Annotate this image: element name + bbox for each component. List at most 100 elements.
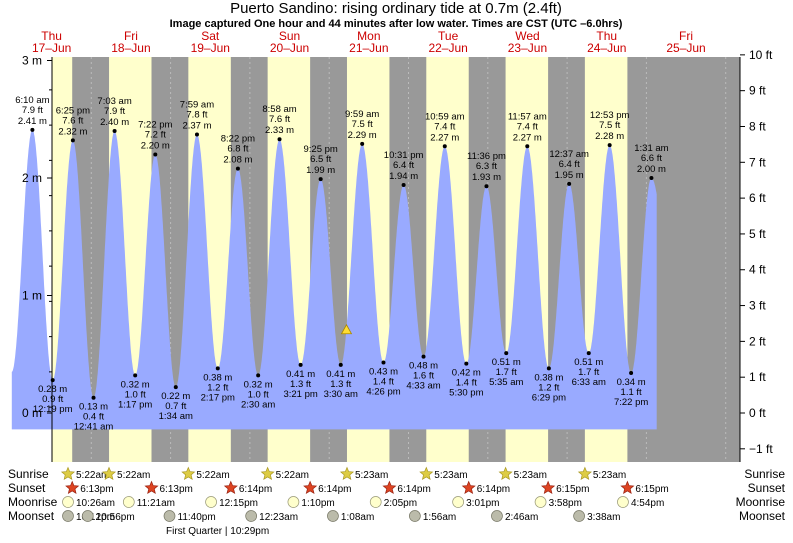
low-tide-feet: 1.7 ft	[496, 367, 517, 378]
moonrise-moon-icon	[287, 496, 300, 508]
low-tide-meters: 0.38 m	[203, 372, 232, 383]
day-of-week: Tue	[438, 29, 459, 43]
low-tide-meters: 0.48 m	[409, 361, 438, 372]
low-tide-time: 1:34 am	[159, 411, 193, 422]
left-axis-label: 3 m	[22, 54, 42, 68]
sunrise-time: 5:22am	[76, 470, 109, 481]
moonset-moon-icon	[573, 510, 585, 522]
high-tide-feet: 7.6 ft	[269, 114, 290, 125]
high-tide-meters: 2.41 m	[18, 116, 47, 127]
high-tide-feet: 7.9 ft	[104, 106, 125, 117]
moonrise-moon-icon	[452, 496, 464, 508]
sunset-icon	[541, 480, 556, 495]
low-tide-point	[464, 361, 469, 366]
low-tide-time: 3:21 pm	[283, 389, 317, 400]
high-tide-point	[649, 176, 654, 180]
low-tide-point	[586, 351, 591, 356]
moonrise-row-label-right: Moonrise	[736, 495, 786, 509]
low-tide-meters: 0.42 m	[452, 368, 481, 379]
day-date: 22–Jun	[428, 41, 467, 55]
low-tide-feet: 1.6 ft	[413, 371, 434, 382]
right-axis-label: 6 ft	[749, 191, 766, 205]
right-axis-label: 0 ft	[749, 406, 766, 420]
low-tide-feet: 1.3 ft	[330, 379, 351, 390]
low-tide-point	[215, 366, 220, 371]
moonrise-time: 12:15pm	[219, 498, 258, 509]
moonrise-row-label-left: Moonrise	[8, 495, 58, 509]
day-date: 23–Jun	[508, 41, 547, 55]
sunrise-icon	[498, 466, 513, 481]
moonrise-moon-icon	[62, 496, 74, 508]
moonrise-moon-icon	[617, 496, 629, 508]
sunrise-time: 5:23am	[355, 470, 388, 481]
high-tide-meters: 2.00 m	[637, 164, 666, 175]
moonrise-moon-icon	[534, 496, 547, 508]
moonrise-time: 2:05pm	[384, 498, 417, 509]
low-tide-meters: 0.51 m	[574, 357, 603, 368]
high-tide-point	[567, 181, 572, 186]
high-tide-time: 12:37 am	[549, 149, 589, 160]
day-of-week: Sat	[201, 29, 220, 43]
moonset-time: 10:12pm	[76, 512, 115, 523]
day-date: 19–Jun	[191, 41, 230, 55]
low-tide-point	[91, 395, 96, 400]
moonset-time: 2:46am	[505, 512, 538, 523]
sunrise-icon	[339, 466, 355, 481]
high-tide-time: 12:53 pm	[590, 110, 630, 121]
tide-curve	[11, 129, 657, 430]
low-tide-time: 5:30 pm	[449, 388, 483, 399]
high-tide-point	[277, 137, 282, 142]
low-tide-time: 5:35 am	[489, 377, 523, 388]
sunrise-time: 5:22am	[117, 470, 150, 481]
moonset-time: 1:56am	[423, 512, 456, 523]
high-tide-time: 8:22 pm	[221, 134, 255, 145]
high-tide-feet: 7.5 ft	[599, 120, 620, 131]
high-tide-feet: 6.4 ft	[559, 159, 580, 170]
high-tide-time: 1:31 am	[634, 143, 668, 154]
high-tide-point	[30, 127, 35, 132]
low-tide-meters: 0.41 m	[326, 369, 355, 380]
left-axis-label: 2 m	[22, 171, 42, 185]
sunset-icon	[144, 480, 159, 495]
high-tide-meters: 2.32 m	[58, 126, 87, 137]
sunset-time: 6:13pm	[80, 484, 113, 495]
low-tide-point	[504, 351, 509, 356]
high-tide-meters: 1.99 m	[306, 165, 335, 176]
high-tide-point	[70, 138, 75, 143]
low-tide-meters: 0.32 m	[121, 379, 150, 390]
moonset-time: 12:23am	[259, 512, 298, 523]
low-tide-meters: 0.38 m	[534, 372, 563, 383]
low-tide-feet: 1.2 ft	[538, 382, 559, 393]
low-tide-feet: 1.3 ft	[290, 379, 311, 390]
sun-moon-rows: Sunrise Sunrise 5:22am 5:22am 5:22am 5:22am 5:…	[8, 466, 786, 537]
moonset-moon-icon	[62, 510, 74, 522]
sunset-time: 6:14pm	[239, 484, 272, 495]
low-tide-feet: 1.2 ft	[207, 382, 228, 393]
sunset-icon	[65, 480, 80, 495]
left-axis-label: 1 m	[22, 289, 42, 303]
low-tide-feet: 0.4 ft	[83, 412, 104, 423]
day-date: 25–Jun	[666, 41, 705, 55]
high-tide-time: 8:58 am	[262, 104, 296, 115]
high-tide-meters: 1.93 m	[472, 172, 501, 183]
high-tide-time: 7:59 am	[180, 100, 214, 111]
moonset-moon-icon	[81, 510, 94, 522]
high-tide-feet: 6.4 ft	[393, 160, 414, 171]
low-tide-time: 4:33 am	[406, 381, 440, 392]
high-tide-meters: 2.27 m	[430, 132, 459, 143]
day-header: Thu17–JunFri18–JunSat19–JunSun20–JunMon2…	[32, 29, 706, 55]
low-tide-meters: 0.22 m	[161, 391, 190, 402]
low-tide-time: 2:17 pm	[201, 392, 235, 403]
day-date: 17–Jun	[32, 41, 71, 55]
moonset-time: 3:38am	[587, 512, 620, 523]
high-tide-time: 10:59 am	[425, 111, 465, 122]
low-tide-meters: 0.43 m	[369, 366, 398, 377]
high-tide-time: 10:31 pm	[384, 150, 424, 161]
high-tide-feet: 7.4 ft	[434, 121, 455, 132]
high-tide-feet: 7.8 ft	[186, 110, 207, 121]
high-tide-time: 6:10 am	[15, 95, 49, 106]
sunrise-row-label-right: Sunrise	[744, 467, 785, 481]
day-of-week: Wed	[515, 29, 539, 43]
high-tide-point	[360, 141, 365, 146]
high-tide-meters: 2.27 m	[513, 132, 542, 143]
